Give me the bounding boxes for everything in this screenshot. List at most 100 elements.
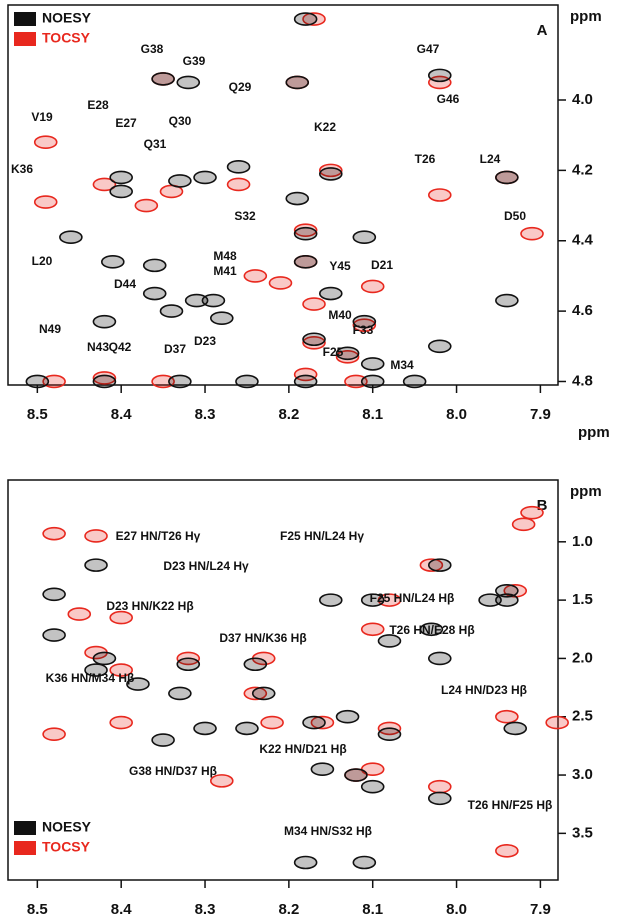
peak <box>193 170 217 185</box>
peak <box>293 223 318 237</box>
peak <box>226 177 251 192</box>
peak <box>226 160 251 174</box>
y-tick-label: 4.8 <box>572 372 593 389</box>
legend-swatch <box>14 32 36 46</box>
peak-label: D50 <box>504 209 526 223</box>
peak <box>184 293 209 308</box>
peak-label: F25 HN/L24 Hγ <box>280 529 364 543</box>
peak-label: F25 HN/L24 Hβ <box>370 591 455 605</box>
legend-label: NOESY <box>42 819 92 835</box>
peak <box>402 374 427 389</box>
peak-label: D23 HN/L24 Hγ <box>163 559 249 573</box>
peak-label: D21 <box>371 258 393 272</box>
y-tick-label: 1.0 <box>572 533 593 550</box>
peak-label: G47 <box>417 42 440 56</box>
peak <box>310 762 335 777</box>
x-tick-label: 8.3 <box>195 406 216 423</box>
peak-label: E28 <box>87 98 109 112</box>
peak <box>42 374 66 389</box>
peak-label: G38 HN/D37 Hβ <box>129 764 217 778</box>
peak <box>310 715 335 730</box>
peak-label: K36 <box>11 162 33 176</box>
y-axis-label: ppm <box>570 483 602 500</box>
y-tick-label: 4.0 <box>572 91 593 108</box>
peak <box>243 657 268 672</box>
peak-label: D37 <box>164 342 186 356</box>
peak <box>109 663 133 677</box>
peak <box>251 686 276 701</box>
peak <box>209 774 234 788</box>
peak-label: T26 <box>415 152 436 166</box>
peak <box>427 339 452 354</box>
peak <box>134 198 159 213</box>
peak-label: L24 <box>480 152 501 166</box>
x-tick-label: 8.4 <box>111 901 133 918</box>
peak-label: V19 <box>31 110 53 124</box>
peak <box>427 779 452 794</box>
peak <box>344 374 368 389</box>
peak <box>243 686 268 701</box>
peak <box>33 135 58 150</box>
x-axis-label: ppm <box>578 424 610 441</box>
peak-label: Q31 <box>144 137 167 151</box>
peak <box>318 286 343 301</box>
peak-label: N49 <box>39 322 61 336</box>
peak <box>545 715 569 730</box>
peak <box>142 286 167 301</box>
peak <box>352 855 377 870</box>
peak <box>193 721 217 736</box>
peak <box>176 75 201 90</box>
y-tick-label: 2.5 <box>572 708 593 725</box>
y-axis-label: ppm <box>570 8 602 25</box>
peak <box>377 727 402 742</box>
peak <box>352 314 377 329</box>
peak <box>427 75 452 90</box>
peak <box>84 663 108 677</box>
peak-label: D23 HN/K22 Hβ <box>106 599 193 613</box>
peak <box>109 715 133 730</box>
peak <box>427 558 452 572</box>
peak <box>427 68 452 83</box>
peak <box>495 583 519 598</box>
peak <box>67 607 92 621</box>
peak <box>235 721 259 736</box>
peak-label: K36 HN/M34 Hβ <box>46 671 135 685</box>
peak <box>495 170 519 185</box>
panel-label: B <box>537 497 548 514</box>
peak <box>168 174 192 188</box>
peak-label: G38 <box>141 42 164 56</box>
peak <box>151 733 175 747</box>
peak <box>419 622 444 637</box>
peak <box>42 526 66 541</box>
peak <box>344 768 368 782</box>
peak <box>142 258 167 273</box>
peak-label: M34 HN/S32 Hβ <box>284 824 372 838</box>
legend-swatch <box>14 821 36 835</box>
peak-label: F25 <box>323 345 344 359</box>
y-tick-label: 2.0 <box>572 649 593 666</box>
peak <box>352 318 377 332</box>
peak <box>427 188 452 202</box>
x-tick-label: 8.0 <box>446 901 467 918</box>
peak <box>33 195 58 209</box>
peak <box>92 177 117 192</box>
x-tick-label: 8.5 <box>27 406 48 423</box>
peak-label: F33 <box>353 323 374 337</box>
y-tick-label: 1.5 <box>572 591 593 608</box>
x-tick-label: 8.2 <box>278 406 299 423</box>
x-tick-label: 8.2 <box>278 901 299 918</box>
peak <box>352 230 377 245</box>
peak-label: Q42 <box>109 340 132 354</box>
y-tick-label: 4.4 <box>572 232 594 249</box>
peak-label: D37 HN/K36 Hβ <box>219 631 306 645</box>
peak <box>168 374 192 389</box>
peak <box>235 374 259 389</box>
peak <box>151 374 175 389</box>
peak <box>159 304 184 318</box>
peak <box>302 332 326 347</box>
legend-label: TOCSY <box>42 30 91 46</box>
peak-label: T26 HN/E28 Hβ <box>389 623 474 637</box>
peak <box>360 622 385 637</box>
peak <box>151 72 175 86</box>
